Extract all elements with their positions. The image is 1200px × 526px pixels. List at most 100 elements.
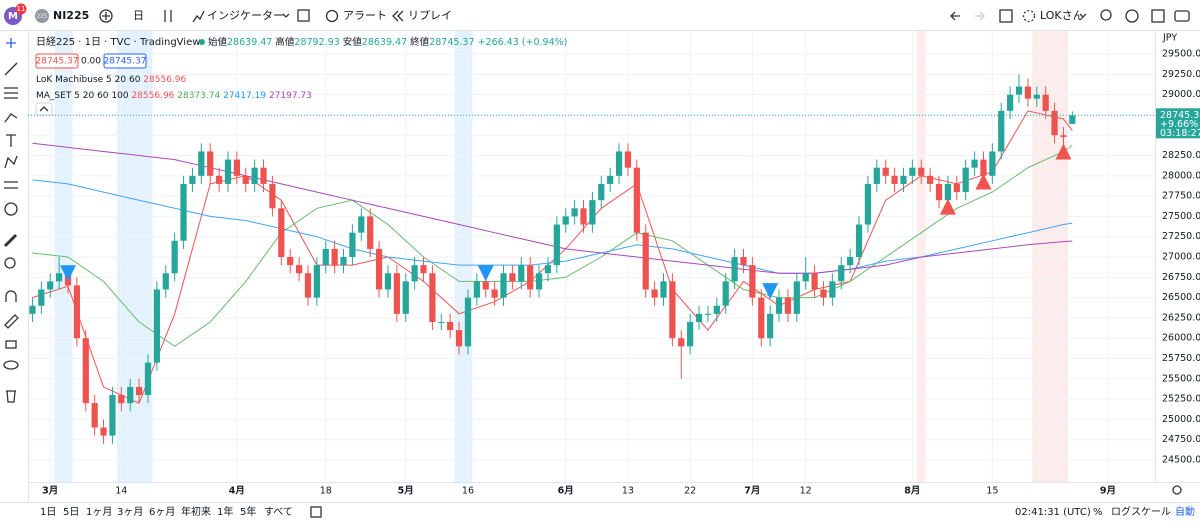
range-button[interactable]: 5年 — [240, 505, 256, 518]
candle-body — [109, 395, 116, 436]
dropdown[interactable] — [1079, 13, 1087, 18]
user[interactable]: LOKさん — [1040, 9, 1084, 22]
undo[interactable] — [950, 11, 960, 21]
alert[interactable]: アラート — [343, 9, 387, 22]
y-tick-label: 24500.00 — [1162, 454, 1200, 465]
trend-line-tool[interactable] — [4, 62, 18, 76]
text-tool[interactable] — [6, 134, 16, 147]
candle-body — [135, 386, 143, 396]
candle-body — [491, 289, 498, 298]
brush-tool[interactable] — [4, 113, 18, 123]
candle-body — [198, 151, 205, 176]
dropdown[interactable] — [282, 13, 290, 18]
candle-body — [118, 395, 125, 404]
countdown: 03:18:27 — [1160, 128, 1200, 139]
lock-tool[interactable] — [5, 340, 17, 349]
candle-body — [304, 273, 312, 298]
log-toggle[interactable]: ログスケール — [1111, 505, 1171, 518]
candle-body — [393, 273, 400, 314]
axis-settings[interactable] — [1172, 485, 1182, 495]
interval[interactable]: 日 — [133, 9, 144, 22]
y-tick-label: 29500.00 — [1162, 49, 1200, 60]
ohlc-value: 28639.47 — [227, 37, 272, 48]
candle-body — [971, 159, 978, 168]
signal-band — [1032, 30, 1068, 482]
prediction-tool[interactable] — [4, 181, 18, 189]
candle-body — [1024, 86, 1032, 99]
delete-tool[interactable] — [6, 390, 16, 403]
range-button[interactable]: 年初来 — [181, 505, 211, 518]
range-button[interactable]: 3ヶ月 — [117, 506, 143, 518]
x-tick-label: 22 — [684, 486, 696, 497]
candle-body — [1007, 94, 1014, 111]
candle-body — [91, 403, 98, 428]
fullscreen[interactable] — [1151, 9, 1165, 23]
cursor-tool[interactable] — [6, 38, 16, 48]
symbol[interactable]: NI225 — [53, 9, 89, 22]
candle-body — [562, 216, 569, 225]
y-tick-label: 29250.00 — [1162, 69, 1200, 80]
layout-icon[interactable] — [999, 9, 1013, 23]
candle-body — [704, 313, 712, 315]
y-tick-label: 28000.00 — [1162, 170, 1200, 181]
search[interactable] — [1100, 9, 1112, 21]
percent-toggle[interactable]: % — [1093, 507, 1103, 518]
candle-body — [553, 224, 560, 266]
sell-box[interactable] — [35, 53, 79, 69]
layouts[interactable] — [297, 9, 310, 22]
fib-tool[interactable] — [4, 87, 18, 99]
candle-body — [998, 110, 1005, 152]
redo[interactable] — [975, 11, 985, 21]
add-symbol[interactable] — [99, 9, 113, 23]
candle-body — [171, 240, 178, 274]
range-button[interactable]: すべて — [264, 506, 293, 518]
candle-body — [909, 167, 916, 176]
candle-body — [411, 265, 418, 282]
settings[interactable] — [1125, 9, 1139, 23]
signal-marker — [477, 265, 494, 282]
candle-body — [1069, 115, 1076, 124]
candle-body — [811, 273, 818, 290]
candle-body — [349, 232, 356, 258]
candle-body — [340, 257, 347, 266]
candle-body — [207, 151, 214, 176]
ruler-tool[interactable] — [3, 233, 18, 248]
collapse-legend[interactable] — [35, 102, 53, 116]
indicators-icon — [192, 10, 205, 23]
replay[interactable]: リプレイ — [408, 9, 452, 22]
date-range[interactable] — [310, 506, 322, 518]
icons-tool[interactable] — [4, 202, 18, 216]
sell-price[interactable]: 28745.37 — [36, 57, 79, 67]
candle-body — [1033, 94, 1040, 99]
x-tick-label: 16 — [462, 486, 474, 497]
indicators[interactable]: インジケーター — [207, 9, 284, 22]
hide-tool[interactable] — [3, 360, 19, 370]
pattern-tool[interactable] — [4, 155, 18, 169]
auto-toggle[interactable]: 自動 — [1175, 505, 1195, 518]
candle-body — [455, 330, 463, 347]
zoom-tool[interactable] — [4, 257, 16, 269]
candle-body — [624, 151, 632, 168]
draw-mode-tool[interactable] — [4, 314, 19, 329]
x-tick-label: 12 — [800, 486, 812, 497]
chart-background — [28, 30, 1155, 482]
candle-body — [464, 297, 472, 347]
screenshot[interactable] — [1174, 10, 1190, 22]
range-button[interactable]: 1日 — [40, 507, 56, 518]
range-button[interactable]: 5日 — [63, 507, 79, 518]
signal-marker — [762, 283, 779, 300]
candle-body — [775, 297, 783, 314]
candle-body — [295, 265, 303, 274]
buy-box[interactable] — [103, 53, 147, 69]
range-button[interactable]: 1ヶ月 — [86, 506, 112, 518]
candle-body — [722, 281, 729, 306]
buy-price[interactable]: 28745.37 — [104, 57, 147, 67]
y-tick-label: 27000.00 — [1162, 252, 1200, 263]
candle-body — [260, 167, 267, 184]
candle-body — [162, 273, 169, 290]
chart-type[interactable] — [164, 10, 172, 22]
range-button[interactable]: 1年 — [217, 505, 233, 518]
magnet-tool[interactable] — [5, 290, 17, 302]
candle-body — [358, 216, 365, 233]
range-button[interactable]: 6ヶ月 — [149, 506, 175, 518]
